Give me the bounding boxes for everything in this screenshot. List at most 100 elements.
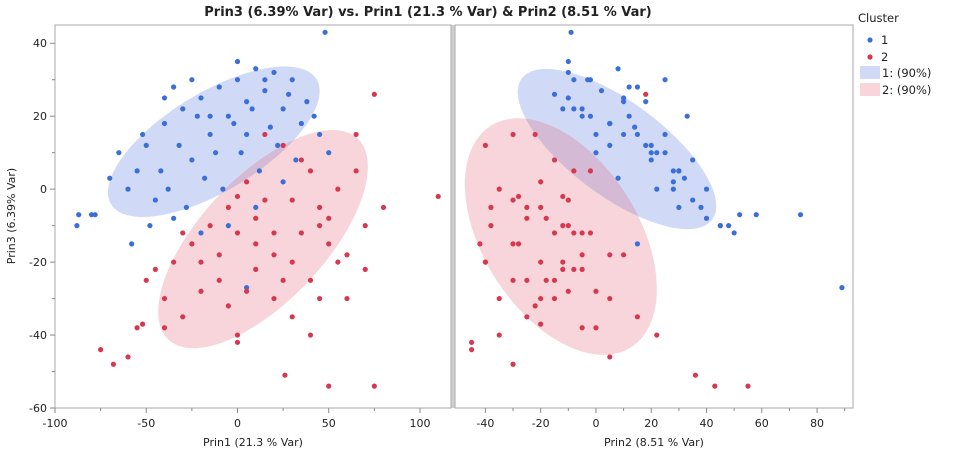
point-cluster-1 [189, 157, 195, 163]
point-cluster-2 [234, 230, 241, 236]
point-cluster-1 [275, 142, 281, 148]
point-cluster-1 [670, 168, 676, 174]
point-cluster-1 [74, 223, 80, 229]
point-cluster-2 [189, 241, 195, 247]
point-cluster-2 [565, 223, 571, 229]
point-cluster-2 [289, 197, 295, 203]
point-cluster-2 [560, 193, 566, 200]
point-cluster-2 [207, 223, 213, 229]
point-cluster-1 [632, 124, 638, 130]
point-cluster-1 [311, 113, 317, 119]
point-cluster-1 [289, 77, 295, 83]
x-tick-label: 20 [644, 417, 658, 430]
y-tick-label: 40 [33, 37, 47, 50]
point-cluster-1 [726, 223, 732, 229]
point-cluster-1 [634, 84, 641, 90]
point-cluster-1 [587, 113, 594, 119]
point-cluster-2 [280, 277, 286, 283]
legend-item-1[interactable]: 1 [881, 33, 888, 47]
point-cluster-2 [353, 131, 359, 138]
point-cluster-2 [607, 354, 613, 360]
point-cluster-1 [194, 113, 200, 119]
point-cluster-1 [676, 168, 682, 174]
point-cluster-1 [326, 150, 332, 156]
point-cluster-1 [615, 66, 621, 72]
point-cluster-1 [88, 212, 95, 218]
point-cluster-1 [92, 212, 98, 218]
x-tick-label: 50 [322, 417, 336, 430]
point-cluster-1 [234, 58, 241, 65]
point-cluster-2 [362, 223, 368, 229]
point-cluster-1 [662, 77, 668, 83]
point-cluster-2 [477, 241, 483, 247]
x-tick-label: 80 [810, 417, 824, 430]
point-cluster-1 [129, 241, 135, 247]
point-cluster-2 [524, 314, 530, 320]
point-cluster-2 [98, 347, 104, 353]
point-cluster-2 [551, 295, 558, 302]
point-cluster-1 [238, 150, 244, 156]
point-cluster-1 [143, 142, 149, 148]
point-cluster-2 [344, 252, 350, 258]
x-tick-label: 100 [409, 417, 430, 430]
point-cluster-2 [745, 383, 751, 389]
point-cluster-1 [171, 84, 177, 90]
legend-item-2[interactable]: 2 [881, 50, 888, 64]
point-cluster-2 [253, 266, 259, 272]
point-cluster-1 [317, 131, 323, 138]
point-cluster-1 [620, 131, 627, 138]
point-cluster-1 [298, 120, 304, 127]
point-cluster-2 [271, 295, 277, 302]
point-cluster-2 [344, 295, 350, 302]
point-cluster-1 [271, 69, 277, 76]
point-cluster-1 [654, 186, 660, 192]
point-cluster-1 [643, 99, 649, 105]
point-cluster-2 [515, 193, 522, 200]
point-cluster-2 [551, 157, 558, 163]
point-cluster-2 [468, 339, 475, 345]
point-cluster-2 [262, 131, 268, 138]
point-cluster-1 [322, 29, 328, 35]
point-cluster-1 [565, 69, 571, 76]
point-cluster-2 [538, 179, 544, 185]
density-ellipse-cluster-1 [107, 66, 320, 217]
point-cluster-1 [216, 84, 222, 90]
point-cluster-2 [571, 230, 577, 236]
point-cluster-2 [579, 325, 585, 331]
point-cluster-1 [161, 95, 168, 101]
point-cluster-1 [76, 212, 82, 218]
point-cluster-2 [692, 372, 699, 378]
point-cluster-2 [538, 204, 544, 210]
point-cluster-2 [307, 332, 314, 338]
point-cluster-1 [662, 150, 668, 156]
y-tick-label: 0 [40, 183, 47, 196]
point-cluster-1 [285, 91, 292, 97]
point-cluster-2 [234, 193, 241, 200]
point-cluster-2 [298, 157, 304, 163]
point-cluster-2 [110, 361, 116, 367]
point-cluster-2 [551, 230, 558, 236]
point-cluster-2 [538, 259, 544, 265]
point-cluster-1 [249, 106, 255, 112]
point-cluster-1 [620, 99, 627, 105]
point-cluster-1 [568, 29, 574, 35]
point-cluster-1 [703, 186, 710, 192]
point-cluster-1 [551, 91, 558, 97]
point-cluster-2 [244, 288, 250, 294]
point-cluster-2 [198, 288, 204, 294]
point-cluster-1 [107, 175, 113, 181]
point-cluster-2 [579, 230, 585, 236]
legend-item-ellipse-2[interactable]: 2: (90%) [882, 83, 931, 97]
point-cluster-2 [371, 91, 377, 97]
point-cluster-2 [307, 168, 314, 174]
point-cluster-1 [244, 285, 250, 291]
plot-frame [454, 24, 854, 409]
legend-item-ellipse-1[interactable]: 1: (90%) [882, 66, 931, 80]
point-cluster-2 [593, 325, 599, 331]
point-cluster-1 [703, 215, 710, 221]
point-cluster-1 [607, 142, 613, 148]
point-cluster-1 [676, 204, 682, 210]
panel-2: -40 -20 0 20 40 60 80 Prin2 (8.51 % Var) [454, 24, 854, 449]
point-cluster-1 [280, 106, 286, 112]
point-cluster-2 [280, 142, 286, 148]
